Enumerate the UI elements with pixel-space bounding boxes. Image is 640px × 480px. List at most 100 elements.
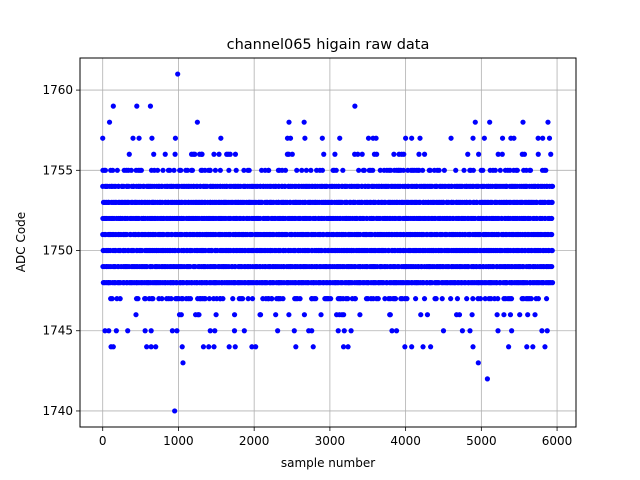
data-point [546, 135, 553, 141]
data-point [100, 135, 106, 141]
data-point [218, 135, 224, 141]
data-point [187, 296, 194, 302]
data-point [232, 151, 239, 157]
y-tick-label: 1755 [42, 163, 73, 177]
data-point [168, 296, 174, 302]
data-point [341, 328, 347, 334]
y-tick-label: 1760 [42, 83, 73, 97]
data-point [130, 135, 136, 141]
data-point [542, 344, 548, 350]
data-point [245, 296, 251, 302]
data-point [241, 328, 247, 334]
data-point [249, 296, 256, 302]
data-point [147, 103, 154, 109]
data-point [389, 328, 395, 334]
data-point [231, 328, 238, 334]
data-point [409, 344, 415, 350]
data-point [404, 296, 410, 302]
data-point [495, 151, 501, 157]
data-point [499, 151, 505, 157]
data-point [507, 312, 514, 318]
data-point [153, 344, 159, 350]
data-point [527, 167, 534, 173]
data-point [377, 167, 383, 173]
data-point [266, 167, 272, 173]
data-point [375, 296, 381, 302]
data-point [117, 296, 123, 302]
data-point [545, 119, 551, 125]
data-point [484, 376, 491, 382]
data-point [155, 167, 161, 173]
data-point [175, 71, 181, 77]
data-point [126, 151, 132, 157]
data-point [448, 296, 454, 302]
data-point [171, 167, 177, 173]
data-point [180, 360, 186, 366]
data-point [167, 167, 173, 173]
data-point [549, 215, 555, 222]
data-point [487, 119, 493, 125]
data-point [495, 328, 501, 334]
data-point [480, 167, 486, 173]
data-point [286, 119, 292, 125]
data-point [337, 135, 343, 141]
data-point [544, 328, 550, 334]
data-point [162, 151, 168, 157]
data-point [341, 312, 347, 318]
data-point [109, 296, 115, 302]
data-point [514, 167, 520, 173]
data-point [291, 328, 297, 334]
data-point [357, 312, 363, 318]
data-point [520, 119, 526, 125]
data-point [532, 312, 538, 318]
data-point [194, 119, 200, 125]
data-point [454, 296, 461, 302]
data-point [470, 296, 476, 302]
data-point [355, 151, 361, 157]
data-point [213, 312, 219, 318]
data-point [472, 119, 478, 125]
data-point [303, 167, 309, 173]
data-point [231, 312, 238, 318]
data-point [148, 328, 154, 334]
data-point [448, 135, 454, 141]
data-point [540, 135, 546, 141]
data-point [286, 151, 292, 157]
data-point [319, 135, 325, 141]
data-point [301, 119, 307, 125]
data-point [257, 312, 264, 318]
x-axis-ticks: 0 1000 2000 3000 4000 5000 6000 [99, 427, 572, 448]
data-point [352, 103, 358, 109]
data-point [106, 328, 112, 334]
data-point [192, 151, 198, 157]
data-point [280, 296, 286, 302]
data-point [136, 135, 142, 141]
data-point [113, 328, 119, 334]
data-point [144, 344, 150, 350]
data-point [488, 296, 494, 302]
data-point [207, 167, 213, 173]
data-point [172, 151, 178, 157]
data-point [220, 296, 226, 302]
data-point [169, 328, 175, 334]
data-point [114, 167, 120, 173]
data-point [333, 167, 339, 173]
data-point [310, 344, 316, 350]
data-point [543, 167, 549, 173]
data-point [297, 296, 303, 302]
data-point [289, 151, 295, 157]
data-point [535, 296, 542, 302]
data-point [548, 151, 554, 157]
data-point [501, 312, 507, 318]
data-point [543, 296, 550, 302]
data-point [211, 344, 217, 350]
data-point [309, 328, 315, 334]
data-point [301, 312, 308, 318]
data-point [476, 151, 482, 157]
data-point [361, 167, 367, 173]
y-tick-label: 1740 [42, 404, 73, 418]
data-point [286, 312, 292, 318]
x-tick-label: 6000 [542, 434, 573, 448]
